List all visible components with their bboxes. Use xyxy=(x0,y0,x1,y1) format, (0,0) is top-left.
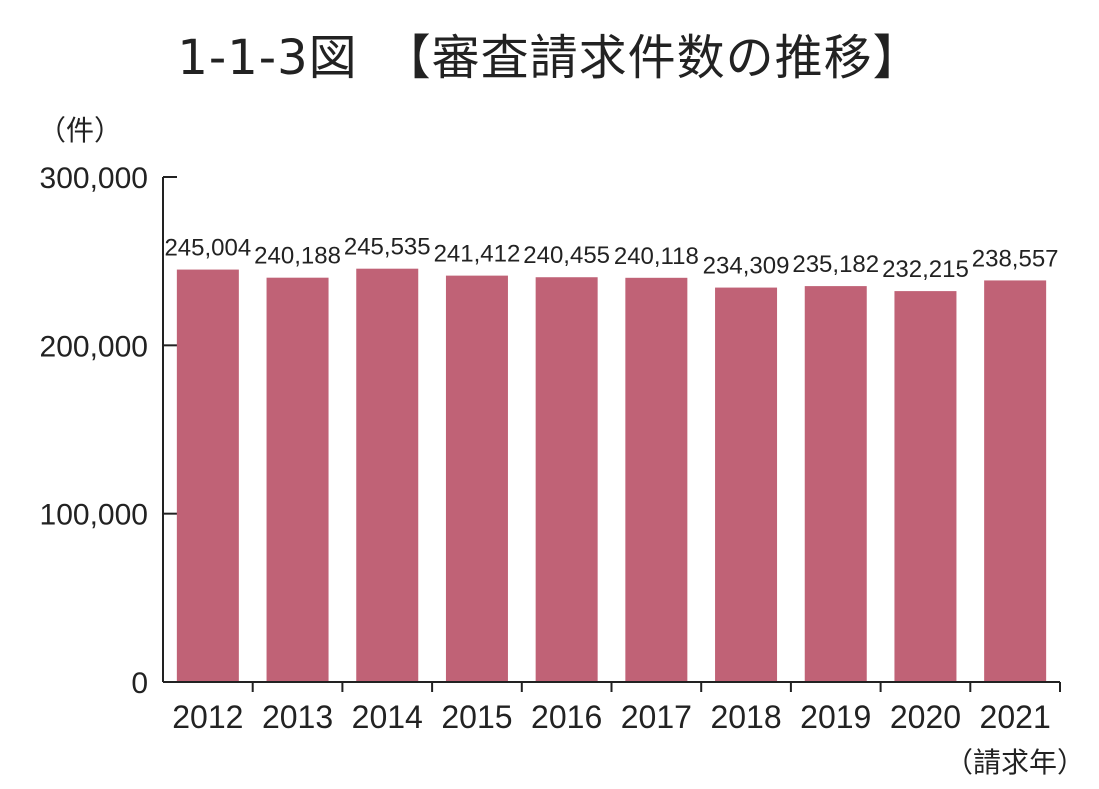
bar xyxy=(625,277,688,682)
bar xyxy=(804,286,867,682)
bars-group xyxy=(176,268,1047,682)
bar-value-label: 240,118 xyxy=(614,243,699,270)
y-tick-label: 0 xyxy=(131,667,148,700)
x-tick-label: 2017 xyxy=(621,699,692,735)
bar-value-label: 240,455 xyxy=(523,242,610,269)
x-tick-label: 2020 xyxy=(890,699,961,735)
x-tick-label: 2019 xyxy=(800,699,871,735)
x-tick-label: 2012 xyxy=(172,699,243,735)
x-tick-label: 2013 xyxy=(262,699,333,735)
y-tick-label: 300,000 xyxy=(40,162,148,195)
x-tick-label: 2014 xyxy=(352,699,423,735)
y-axis-ticks: 0 100,000 200,000 300,000 xyxy=(40,162,177,700)
x-tick-label: 2021 xyxy=(980,699,1051,735)
y-tick-label: 200,000 xyxy=(40,330,148,363)
x-tick-label: 2015 xyxy=(441,699,512,735)
x-tick-label: 2016 xyxy=(531,699,602,735)
bar xyxy=(894,291,957,682)
x-axis-unit-label: （請求年） xyxy=(945,746,1085,779)
data-labels-group: 245,004 240,188 245,535 241,412 240,455 240,1… xyxy=(164,234,1058,283)
bar-value-label: 245,535 xyxy=(344,234,431,261)
bar-value-label: 232,215 xyxy=(882,256,969,283)
bar-value-label: 238,557 xyxy=(972,245,1059,272)
bar xyxy=(176,269,239,682)
bar-value-label: 245,004 xyxy=(164,235,251,262)
bar-value-label: 235,182 xyxy=(792,251,879,278)
bar-value-label: 241,412 xyxy=(434,241,521,268)
bar xyxy=(715,287,778,682)
bar-value-label: 234,309 xyxy=(703,253,790,280)
bar xyxy=(445,275,508,682)
bar xyxy=(356,268,419,682)
x-tick-label: 2018 xyxy=(710,699,781,735)
y-tick-label: 100,000 xyxy=(40,499,148,532)
x-axis-ticks: 2012 2013 2014 2015 2016 2017 2018 2019 2020 2021 xyxy=(172,682,1061,735)
bar xyxy=(266,277,329,682)
y-axis-unit-label: （件） xyxy=(38,114,122,147)
bar-value-label: 240,188 xyxy=(254,243,341,270)
bar xyxy=(984,280,1047,682)
bar xyxy=(535,277,598,682)
chart-title: 1-1-3図 【審査請求件数の推移】 xyxy=(177,30,922,86)
